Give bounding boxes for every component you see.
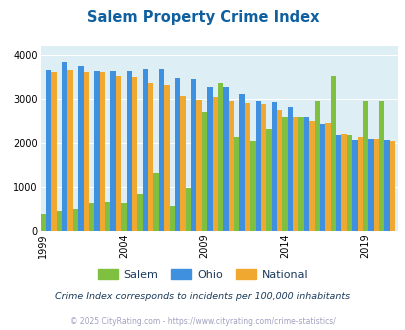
Bar — [115, 76, 121, 231]
Bar — [378, 101, 384, 231]
Bar — [367, 139, 373, 231]
Bar — [330, 76, 335, 231]
Bar — [110, 71, 115, 231]
Bar — [362, 101, 367, 231]
Bar — [319, 124, 324, 231]
Bar — [185, 188, 191, 231]
Bar — [217, 83, 223, 231]
Bar — [105, 202, 110, 231]
Bar — [384, 140, 389, 231]
Bar — [100, 72, 105, 231]
Bar — [83, 72, 89, 231]
Bar — [67, 70, 72, 231]
Bar — [271, 102, 276, 231]
Bar — [158, 69, 164, 231]
Bar — [244, 103, 249, 231]
Bar — [164, 85, 169, 231]
Legend: Salem, Ohio, National: Salem, Ohio, National — [93, 265, 312, 284]
Bar — [180, 96, 185, 231]
Bar — [228, 101, 233, 231]
Bar — [292, 116, 298, 231]
Bar — [303, 117, 309, 231]
Bar — [233, 137, 239, 231]
Bar — [249, 141, 255, 231]
Bar — [255, 101, 260, 231]
Bar — [281, 116, 287, 231]
Bar — [51, 72, 57, 231]
Bar — [201, 112, 207, 231]
Bar — [175, 78, 180, 231]
Bar — [40, 214, 46, 231]
Bar — [335, 135, 341, 231]
Bar — [207, 87, 212, 231]
Bar — [223, 87, 228, 231]
Bar — [212, 97, 217, 231]
Bar — [266, 129, 271, 231]
Bar — [169, 206, 175, 231]
Bar — [57, 211, 62, 231]
Bar — [239, 94, 244, 231]
Bar — [373, 140, 378, 231]
Bar — [78, 66, 83, 231]
Bar — [137, 194, 142, 231]
Bar — [260, 104, 266, 231]
Bar — [314, 101, 319, 231]
Bar — [346, 135, 352, 231]
Text: Salem Property Crime Index: Salem Property Crime Index — [87, 10, 318, 25]
Bar — [298, 117, 303, 231]
Bar — [72, 210, 78, 231]
Bar — [191, 79, 196, 231]
Bar — [324, 123, 330, 231]
Bar — [126, 71, 132, 231]
Bar — [94, 71, 100, 231]
Bar — [309, 121, 314, 231]
Bar — [142, 69, 148, 231]
Bar — [121, 203, 126, 231]
Bar — [132, 78, 137, 231]
Bar — [46, 70, 51, 231]
Text: Crime Index corresponds to incidents per 100,000 inhabitants: Crime Index corresponds to incidents per… — [55, 292, 350, 301]
Text: © 2025 CityRating.com - https://www.cityrating.com/crime-statistics/: © 2025 CityRating.com - https://www.city… — [70, 317, 335, 326]
Bar — [357, 137, 362, 231]
Bar — [287, 107, 292, 231]
Bar — [276, 111, 281, 231]
Bar — [148, 83, 153, 231]
Bar — [153, 173, 158, 231]
Bar — [89, 203, 94, 231]
Bar — [341, 134, 346, 231]
Bar — [352, 140, 357, 231]
Bar — [62, 62, 67, 231]
Bar — [389, 141, 394, 231]
Bar — [196, 100, 201, 231]
